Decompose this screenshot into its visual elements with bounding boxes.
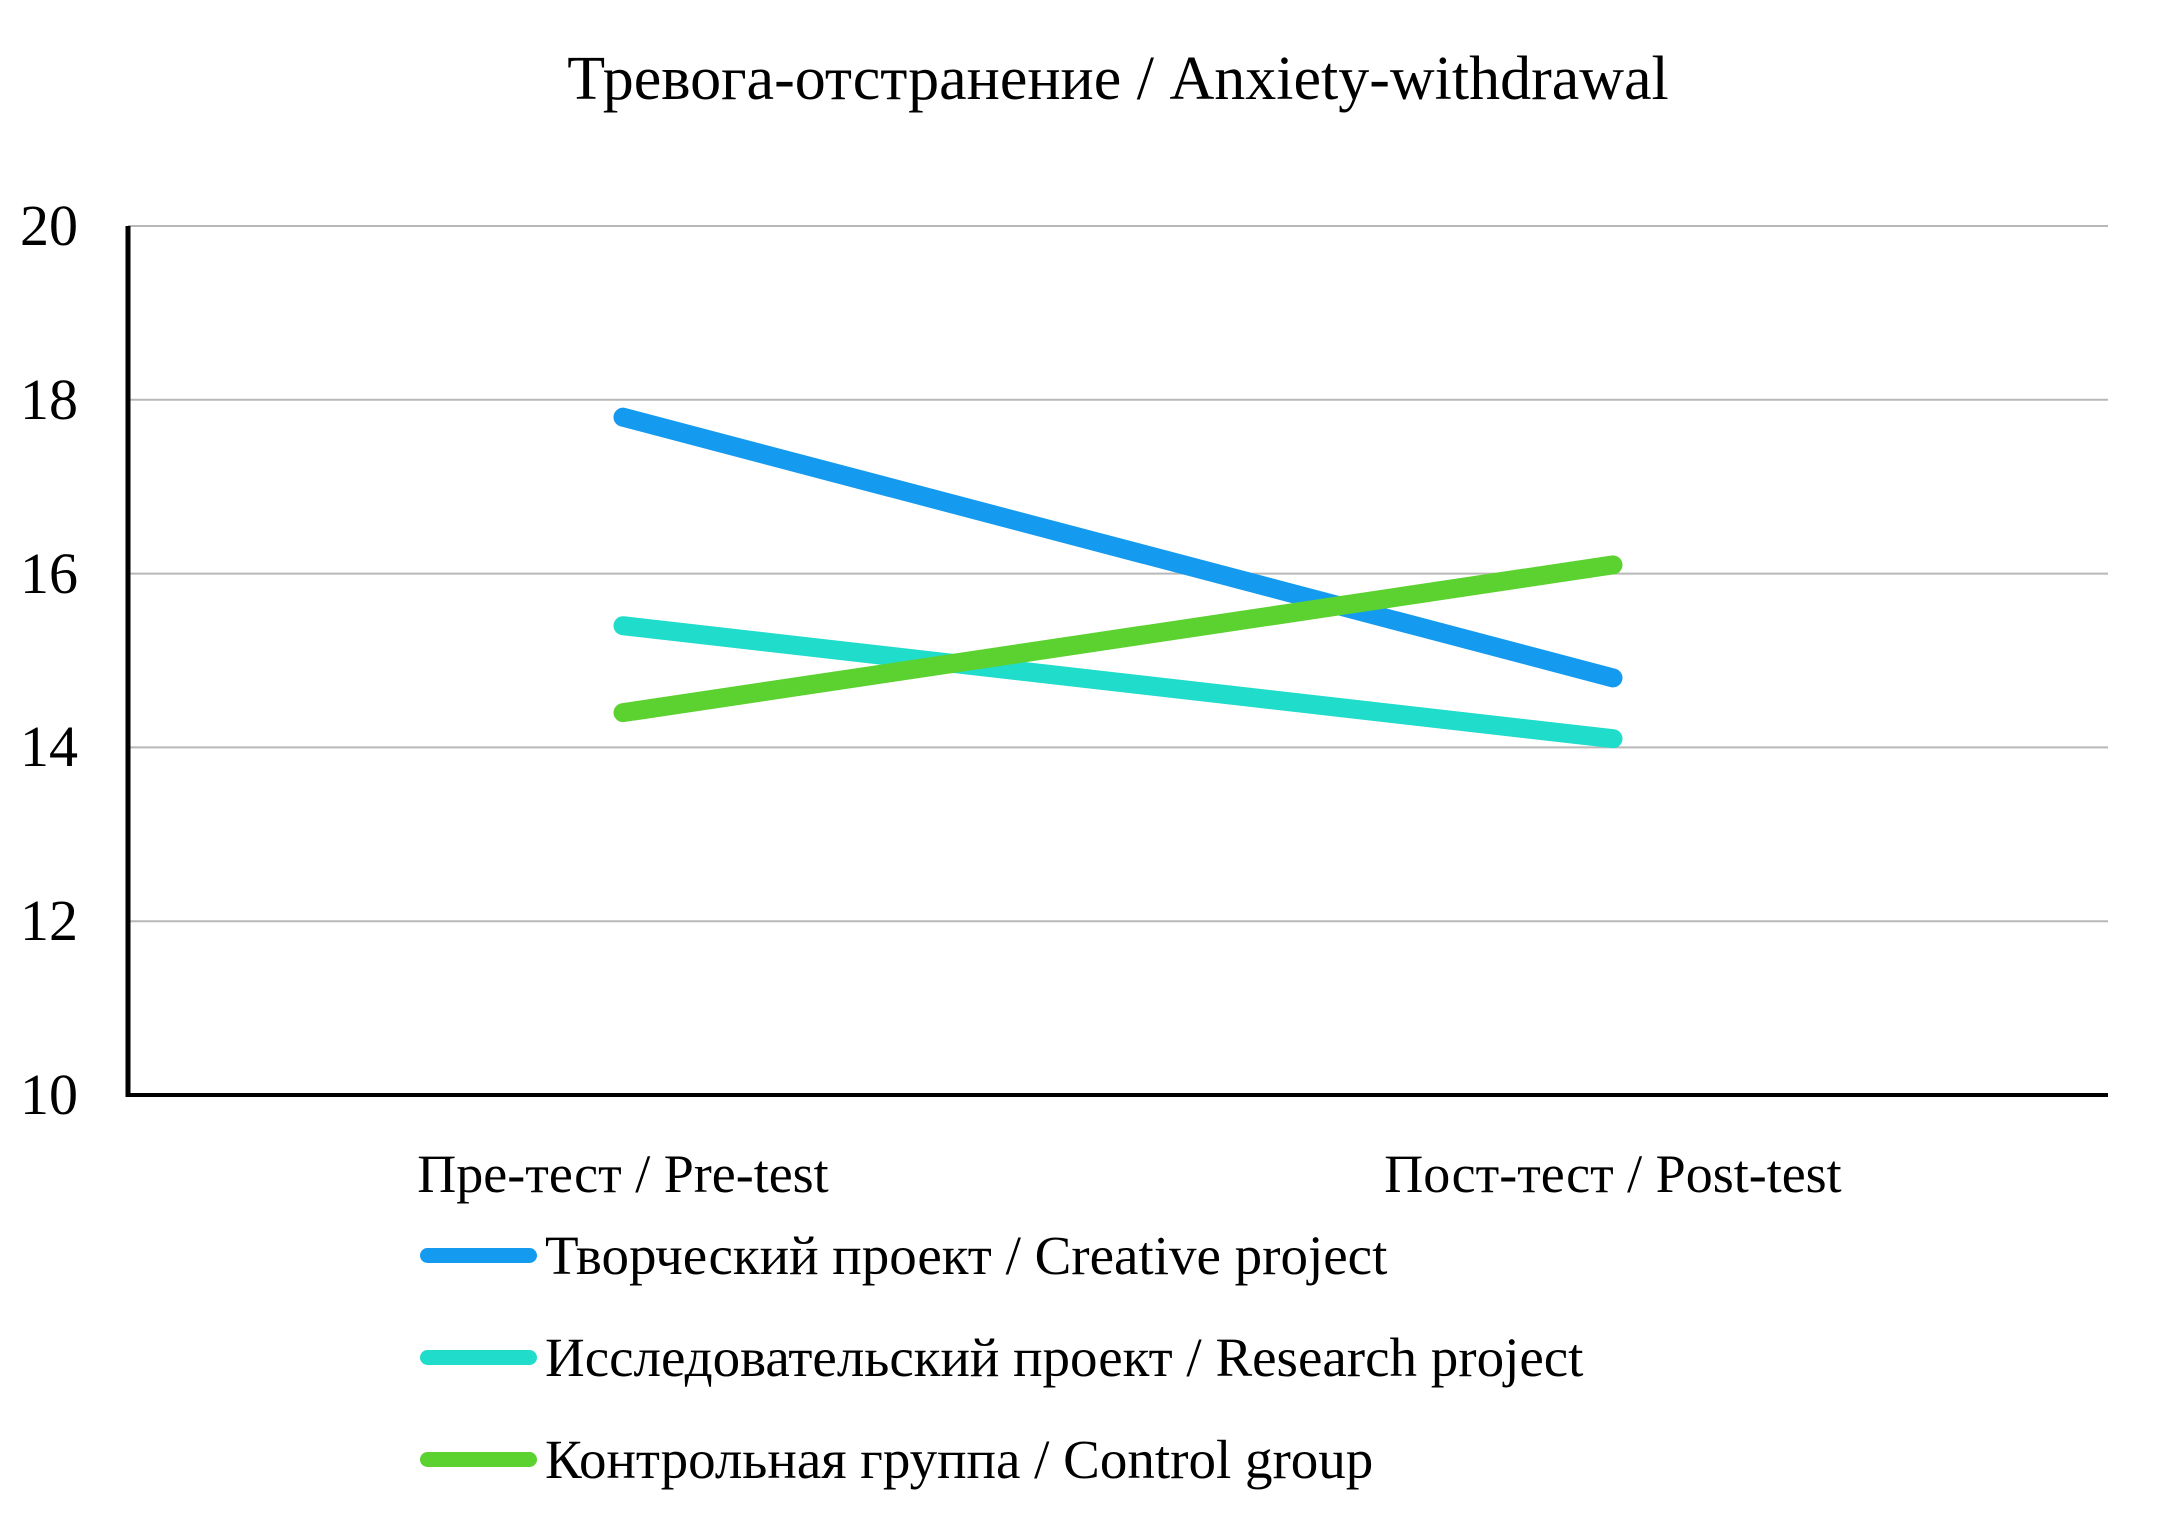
legend-item-control-group: Контрольная группа / Control group xyxy=(420,1425,1583,1493)
y-axis-tick-label-10: 10 xyxy=(20,1062,78,1127)
legend: Творческий проект / Creative project Исс… xyxy=(420,1221,1583,1527)
chart-title: Тревога-отстранение / Anxiety-withdrawal xyxy=(567,45,1669,113)
x-axis-labels: Пре-тест / Pre-test Пост-тест / Post-tes… xyxy=(0,1144,2167,1215)
y-axis-tick-label-16: 16 xyxy=(20,540,78,606)
x-axis-label-pretest: Пре-тест / Pre-test xyxy=(417,1144,829,1204)
y-axis-tick-label-12: 12 xyxy=(20,888,78,954)
legend-item-research-project: Исследовательский проект / Research proj… xyxy=(420,1323,1583,1391)
legend-label-creative-project: Творческий проект / Creative project xyxy=(545,1224,1388,1286)
series-line-0 xyxy=(613,407,1623,688)
legend-swatch-control-group xyxy=(420,1451,537,1467)
legend-swatch-creative-project xyxy=(420,1247,537,1263)
series-line-1 xyxy=(613,616,1623,749)
legend-swatch-research-project xyxy=(420,1349,537,1365)
series-line-2 xyxy=(613,555,1623,723)
legend-label-research-project: Исследовательский проект / Research proj… xyxy=(545,1326,1584,1388)
legend-item-creative-project: Творческий проект / Creative project xyxy=(420,1221,1583,1289)
y-axis-tick-label-20: 20 xyxy=(20,193,78,258)
x-axis-label-posttest: Пост-тест / Post-test xyxy=(1384,1144,1842,1204)
y-axis-tick-label-18: 18 xyxy=(20,366,78,432)
y-axis-tick-label-14: 14 xyxy=(20,714,78,780)
legend-label-control-group: Контрольная группа / Control group xyxy=(545,1428,1374,1490)
